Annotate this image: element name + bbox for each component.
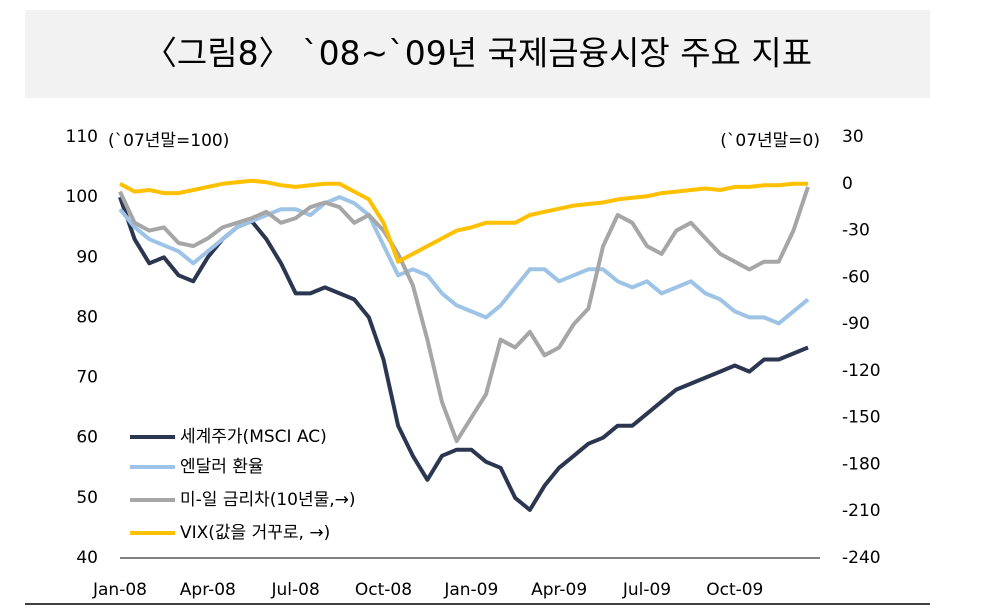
x-tick-label: Jul-08 [271, 580, 320, 600]
y-tick-label: 100 [66, 187, 98, 207]
y-tick-label: 60 [76, 428, 98, 448]
legend-label: 엔달러 환율 [180, 457, 264, 477]
y-tick-label: 80 [76, 307, 98, 327]
y2-tick-label: -210 [842, 501, 881, 521]
y-tick-label: 50 [76, 488, 98, 508]
y2-tick-label: -120 [842, 361, 881, 381]
x-tick-label: Apr-09 [531, 580, 587, 600]
x-tick-label: Apr-08 [180, 580, 236, 600]
x-tick-label: Jan-08 [92, 580, 147, 600]
title-banner [25, 10, 930, 98]
y2-tick-label: -150 [842, 408, 881, 428]
legend-label: VIX(값을 거꾸로, →) [180, 523, 330, 543]
y2-tick-label: -60 [842, 267, 870, 287]
series-line [119, 178, 808, 264]
series-line [118, 195, 810, 326]
y2-tick-label: 30 [842, 127, 864, 147]
y-tick-label: 70 [76, 368, 98, 388]
y-axis-unit: (`07년말=100) [108, 131, 229, 151]
legend-label: 미-일 금리차(10년물,→) [180, 490, 356, 510]
x-tick-label: Oct-08 [355, 580, 412, 600]
legend-label: 세계주가(MSCI AC) [180, 427, 327, 447]
y-tick-label: 40 [76, 548, 98, 568]
y2-tick-label: -30 [842, 221, 870, 241]
y2-tick-label: -90 [842, 314, 870, 334]
y2-tick-label: 0 [842, 174, 853, 194]
y2-tick-label: -180 [842, 454, 881, 474]
chart-title: 〈그림8〉 `08~`09년 국제금융시장 주요 지표 [144, 34, 812, 73]
series-line [118, 186, 810, 444]
y-tick-label: 90 [76, 247, 98, 267]
x-tick-label: Jul-09 [622, 580, 671, 600]
x-tick-label: Jan-09 [443, 580, 498, 600]
y2-tick-label: -240 [842, 548, 881, 568]
x-tick-label: Oct-09 [706, 580, 763, 600]
y-tick-label: 110 [66, 127, 98, 147]
y2-axis-unit: (`07년말=0) [720, 131, 820, 151]
